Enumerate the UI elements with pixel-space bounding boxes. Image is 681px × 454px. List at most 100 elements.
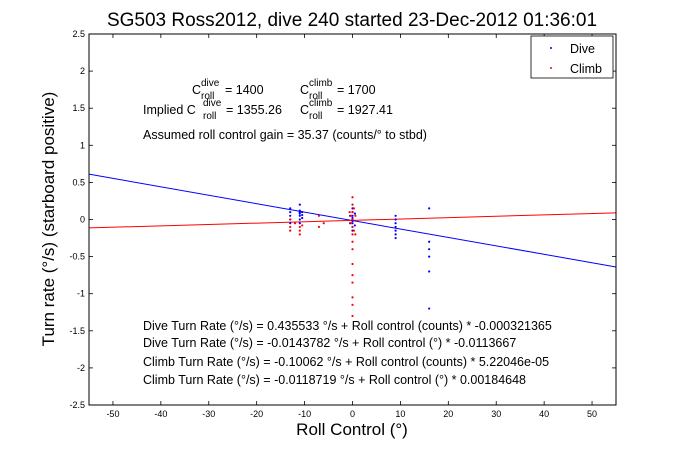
annotation-c-climb: C climb roll = 1700 <box>300 78 376 102</box>
dive-point <box>301 210 304 214</box>
x-tick-label: -30 <box>202 409 215 419</box>
c-dive-value: = 1400 <box>225 83 264 97</box>
x-axis-ticks: -50 -40 -30 -20 -10 0 10 20 30 40 50 <box>106 34 597 419</box>
dive-point <box>428 248 431 251</box>
climb-point <box>351 240 354 243</box>
legend: Dive Climb <box>530 35 614 79</box>
x-axis-label: Roll Control (°) <box>296 420 408 439</box>
dive-point <box>301 213 304 217</box>
dive-point <box>298 218 301 221</box>
x-tick-label: -10 <box>298 409 311 419</box>
dive-point <box>298 212 301 215</box>
dive-point <box>428 207 431 210</box>
dive-point <box>428 255 431 258</box>
implied-climb-sup: climb <box>309 98 333 109</box>
legend-marker-dive <box>550 47 552 49</box>
climb-point <box>298 225 301 229</box>
x-tick-label: -20 <box>250 409 263 419</box>
chart-title: SG503 Ross2012, dive 240 started 23-Dec-… <box>107 10 597 31</box>
dive-point <box>289 207 292 210</box>
dive-point <box>353 224 356 227</box>
climb-point <box>298 229 301 232</box>
climb-point <box>349 214 353 217</box>
climb-point <box>317 214 321 217</box>
climb-point <box>351 196 354 199</box>
y-tick-label: 1.5 <box>72 103 85 113</box>
dive-point <box>394 236 397 240</box>
y-tick-label: -0.5 <box>69 252 85 262</box>
dive-point <box>394 229 397 232</box>
dive-point <box>394 225 397 229</box>
y-tick-label: -2.5 <box>69 400 85 410</box>
dive-point <box>301 216 304 220</box>
climb-point <box>351 314 354 318</box>
climb-point <box>349 222 353 225</box>
x-tick-label: -40 <box>154 409 167 419</box>
y-tick-label: 0.5 <box>72 177 85 187</box>
climb-point <box>289 229 292 232</box>
x-tick-label: 30 <box>491 409 501 419</box>
c-climb-sup: climb <box>309 78 333 89</box>
climb-point <box>351 203 354 206</box>
climb-point <box>348 210 351 214</box>
dive-point <box>394 222 397 225</box>
annotation-c-dive: C dive roll = 1400 <box>192 78 264 102</box>
annotation-gain: Assumed roll control gain = 35.37 (count… <box>143 128 427 142</box>
x-tick-label: 0 <box>350 409 355 419</box>
y-axis-ticks: -2.5 -2 -1.5 -1 -0.5 0 0.5 1 1.5 2 2.5 <box>69 29 616 410</box>
dive-point <box>289 214 292 217</box>
y-tick-label: -2 <box>77 363 85 373</box>
c-climb-sub: roll <box>309 91 322 102</box>
c-dive-sup: dive <box>201 78 220 89</box>
climb-point <box>351 218 354 221</box>
dive-point <box>289 210 292 214</box>
dive-point <box>394 233 397 236</box>
implied-label: Implied C <box>143 103 196 117</box>
implied-dive-sub: roll <box>203 111 216 122</box>
annotation-fit-2: Dive Turn Rate (°/s) = -0.0143782 °/s + … <box>143 336 516 350</box>
dive-point <box>428 240 431 243</box>
dive-point <box>428 307 431 310</box>
implied-dive-value: = 1355.26 <box>226 103 282 117</box>
implied-climb-sub: roll <box>309 111 322 122</box>
climb-point <box>352 207 356 210</box>
y-tick-label: 2 <box>80 66 85 76</box>
implied-climb-prefix: C <box>300 103 309 117</box>
dive-point <box>298 209 301 212</box>
climb-point <box>351 210 354 214</box>
climb-point <box>301 224 304 227</box>
x-tick-label: 20 <box>443 409 453 419</box>
dive-point <box>289 222 292 225</box>
dive-point <box>298 203 301 206</box>
climb-point <box>317 225 321 229</box>
climb-point <box>289 218 292 221</box>
climb-point <box>289 225 292 229</box>
annotation-fit-4: Climb Turn Rate (°/s) = -0.0118719 °/s +… <box>143 373 526 387</box>
legend-marker-climb <box>550 67 552 69</box>
implied-climb-value: = 1927.41 <box>337 103 393 117</box>
climb-point <box>298 233 301 236</box>
implied-dive-sup: dive <box>203 98 222 109</box>
climb-point <box>351 262 354 266</box>
climb-point <box>351 303 354 306</box>
c-climb-prefix: C <box>300 83 309 97</box>
climb-point <box>352 229 356 232</box>
data-points <box>289 196 431 318</box>
c-dive-sub: roll <box>201 91 214 102</box>
y-tick-label: -1 <box>77 289 85 299</box>
legend-label-climb: Climb <box>570 62 602 76</box>
climb-point <box>351 225 354 229</box>
annotation-fit-1: Dive Turn Rate (°/s) = 0.435533 °/s + Ro… <box>143 319 552 333</box>
x-tick-label: 10 <box>395 409 405 419</box>
y-tick-label: 2.5 <box>72 29 85 39</box>
y-tick-label: -1.5 <box>69 326 85 336</box>
climb-point <box>354 214 357 217</box>
annotation-fit-3: Climb Turn Rate (°/s) = -0.10062 °/s + R… <box>143 355 549 369</box>
climb-point <box>351 248 354 251</box>
dive-point <box>394 218 397 221</box>
dive-point <box>298 222 301 225</box>
legend-label-dive: Dive <box>570 42 595 56</box>
climb-point <box>322 222 325 225</box>
dive-point <box>353 212 356 215</box>
